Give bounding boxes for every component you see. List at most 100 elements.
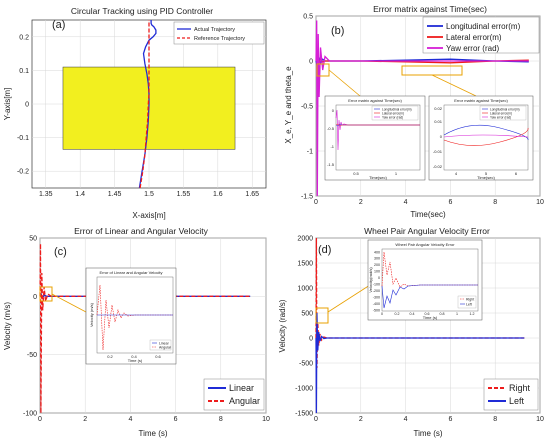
panel-a: Circular Tracking using PID Controller 1…: [3, 6, 267, 220]
panel-b-inset-2-ytick-4: -0.02: [433, 164, 443, 169]
panel-b-inset-2-title: Error matrix against Time(sec): [454, 98, 508, 103]
panel-d-arrow: [327, 284, 371, 313]
panel-b-series-yaw-error-rad-: [315, 20, 529, 197]
panel-a-xtick: 1.5: [144, 191, 154, 198]
panel-d-inset-xtick: 0: [381, 312, 383, 316]
panel-b-ylabel: X_e, Y_e and theta_e: [284, 66, 293, 144]
panel-a-ytick: -0.2: [17, 169, 29, 176]
panel-b-inset-1-xlabel: Time(sec): [369, 175, 387, 180]
panel-d-xtick: 8: [493, 416, 497, 423]
panel-a-xticks: 1.35 1.4 1.45 1.5 1.55 1.6 1.65: [39, 191, 259, 198]
panel-d-ytick: 1500: [297, 261, 313, 268]
panel-b-inset-1-ytick-1: -0.5: [327, 126, 335, 131]
panel-d-series-right: [315, 237, 525, 369]
panel-d-xtick: 4: [404, 416, 408, 423]
panel-b-xticks: 0 2 4 6 8 10: [314, 199, 544, 206]
panel-c-legend: Linear Angular: [203, 378, 265, 411]
panel-b-inset-1-xtick-0: 0.5: [353, 171, 359, 176]
panel-b-legend-long: Longitudinal error(m): [446, 22, 521, 31]
panel-c-inset-xtick-1: 0.4: [131, 354, 137, 359]
panel-d-inset-title: Wheel Pair Angular Velocity Error: [395, 242, 455, 247]
panel-d-inset: Wheel Pair Angular Velocity Error Veloci…: [367, 239, 483, 321]
panel-b-xtick: 10: [536, 199, 544, 206]
panel-a-legend-box: [173, 21, 265, 45]
panel-c-title: Error of Linear and Angular Velocity: [74, 226, 208, 236]
panel-d-inset-xtick: 0.2: [395, 312, 400, 316]
panel-d-inset-yticks: 400 300 200 100 0 -100 -200 -300 -400 -500: [373, 250, 380, 312]
panel-b-inset-2-legend-0: Longitudinal error(m): [490, 108, 520, 112]
panel-c-inset-xtick-2: 0.6: [155, 354, 161, 359]
panel-d-xticks: 0 2 4 6 8 10: [314, 416, 544, 423]
panel-c-xlabel: Time (s): [138, 429, 167, 438]
panel-b-inset-1-title: Error matrix against Time(sec): [348, 98, 402, 103]
panel-c-xtick: 8: [219, 416, 223, 423]
panel-d-inset-ytick: 300: [374, 257, 380, 261]
panel-d-inset-legend-1: Left: [466, 303, 472, 307]
panel-c-ytick: 0: [33, 294, 37, 301]
panel-c-xtick: 6: [174, 416, 178, 423]
panel-d-ytick: 1000: [297, 286, 313, 293]
panel-d-inset-ytick: -400: [373, 302, 380, 306]
panel-c-xtick: 4: [128, 416, 132, 423]
panel-b-inset-2-xtick-1: 5: [485, 171, 488, 176]
panel-b-inset-1-legend: [371, 105, 419, 121]
panel-b-ytick: 0: [309, 59, 313, 66]
panel-c-inset-legend-1: Angular: [159, 346, 172, 350]
panel-c-inset-angular-line: [96, 284, 173, 351]
panel-c-label: (c): [54, 246, 67, 258]
panel-a-ytick: -0.1: [17, 135, 29, 142]
panel-c-inset-legend-0: Linear: [159, 342, 170, 346]
panel-b-legend: Longitudinal error(m) Lateral error(m) Y…: [422, 16, 540, 54]
panel-b-legend-box: [422, 16, 540, 54]
panel-d-inset-ytick: 400: [374, 250, 380, 254]
panel-b-inset-1-ytick-3: -1.5: [327, 162, 335, 167]
panel-b-xtick: 6: [448, 199, 452, 206]
panel-d-inset-xtick: 1.2: [470, 312, 475, 316]
panel-c-yticks: -100 -50 0 50: [23, 236, 37, 418]
panel-d-inset-xticks: 0 0.2 0.4 0.6 0.8 1 1.2: [381, 312, 475, 316]
panel-b: Error matrix against Time(sec) 0 2 4 6 8 10 -…: [284, 4, 544, 219]
panel-d-inset-left-line: [381, 284, 478, 309]
panel-a-legend-actual: Actual Trajectory: [194, 27, 235, 33]
panel-d-inset-ytick: -500: [373, 308, 380, 312]
panel-d-ytick: -1000: [295, 386, 313, 393]
panel-d-ylabel: Velocity (rad/s): [278, 299, 287, 352]
panel-d-inset-ytick: 200: [374, 263, 380, 267]
panel-d-xtick: 10: [536, 416, 544, 423]
panel-d-inset-ytick: 0: [378, 276, 380, 280]
panel-b-ytick: -0.5: [301, 104, 313, 111]
panel-d-legend-box: [483, 378, 539, 411]
panel-d-ytick: -1500: [295, 411, 313, 418]
panel-a-ylabel: Y-axis[m]: [3, 88, 12, 121]
panel-b-inset-1-ytick-2: -1: [330, 144, 334, 149]
panel-d-inset-xlabel: Time (s): [423, 315, 438, 320]
panel-a-ytick: 0: [25, 102, 29, 109]
panel-b-inset-2-xtick-2: 6: [515, 171, 518, 176]
panel-d-xtick: 6: [448, 416, 452, 423]
panel-c-ytick: -50: [27, 352, 37, 359]
panel-b-ytick: -1.5: [301, 194, 313, 201]
panel-d-ytick: -500: [299, 361, 313, 368]
panel-b-arrow-right: [431, 74, 477, 97]
panel-d-callout: [315, 307, 329, 324]
panel-b-inset-2-ytick-0: 0.02: [434, 106, 443, 111]
panel-b-xlabel: Time(sec): [410, 210, 446, 219]
panel-b-inset-1-legend-2: Yaw error (rad): [382, 116, 403, 120]
panel-b-inset-2-legend-2: Yaw error (rad): [490, 116, 511, 120]
panel-a-xtick: 1.65: [245, 191, 259, 198]
panel-c-arrow: [51, 293, 87, 313]
panel-d-inset-ytick: -300: [373, 295, 380, 299]
panel-a-xlabel: X-axis[m]: [132, 211, 165, 220]
panel-d-ytick: 500: [301, 311, 313, 318]
panel-b-inset-1-ytick-0: 0: [332, 108, 335, 113]
panel-b-inset-1-xtick-1: 1: [395, 171, 398, 176]
panel-d-xlabel: Time (s): [413, 429, 442, 438]
panel-b-legend-lat: Lateral error(m): [446, 33, 502, 42]
panel-a-xtick: 1.45: [108, 191, 122, 198]
panel-b-xtick: 2: [359, 199, 363, 206]
panel-d-inset-ytick: -200: [373, 289, 380, 293]
panel-a-xtick: 1.6: [213, 191, 223, 198]
panel-b-arrow-left: [328, 69, 361, 97]
panel-b-xtick: 0: [314, 199, 318, 206]
